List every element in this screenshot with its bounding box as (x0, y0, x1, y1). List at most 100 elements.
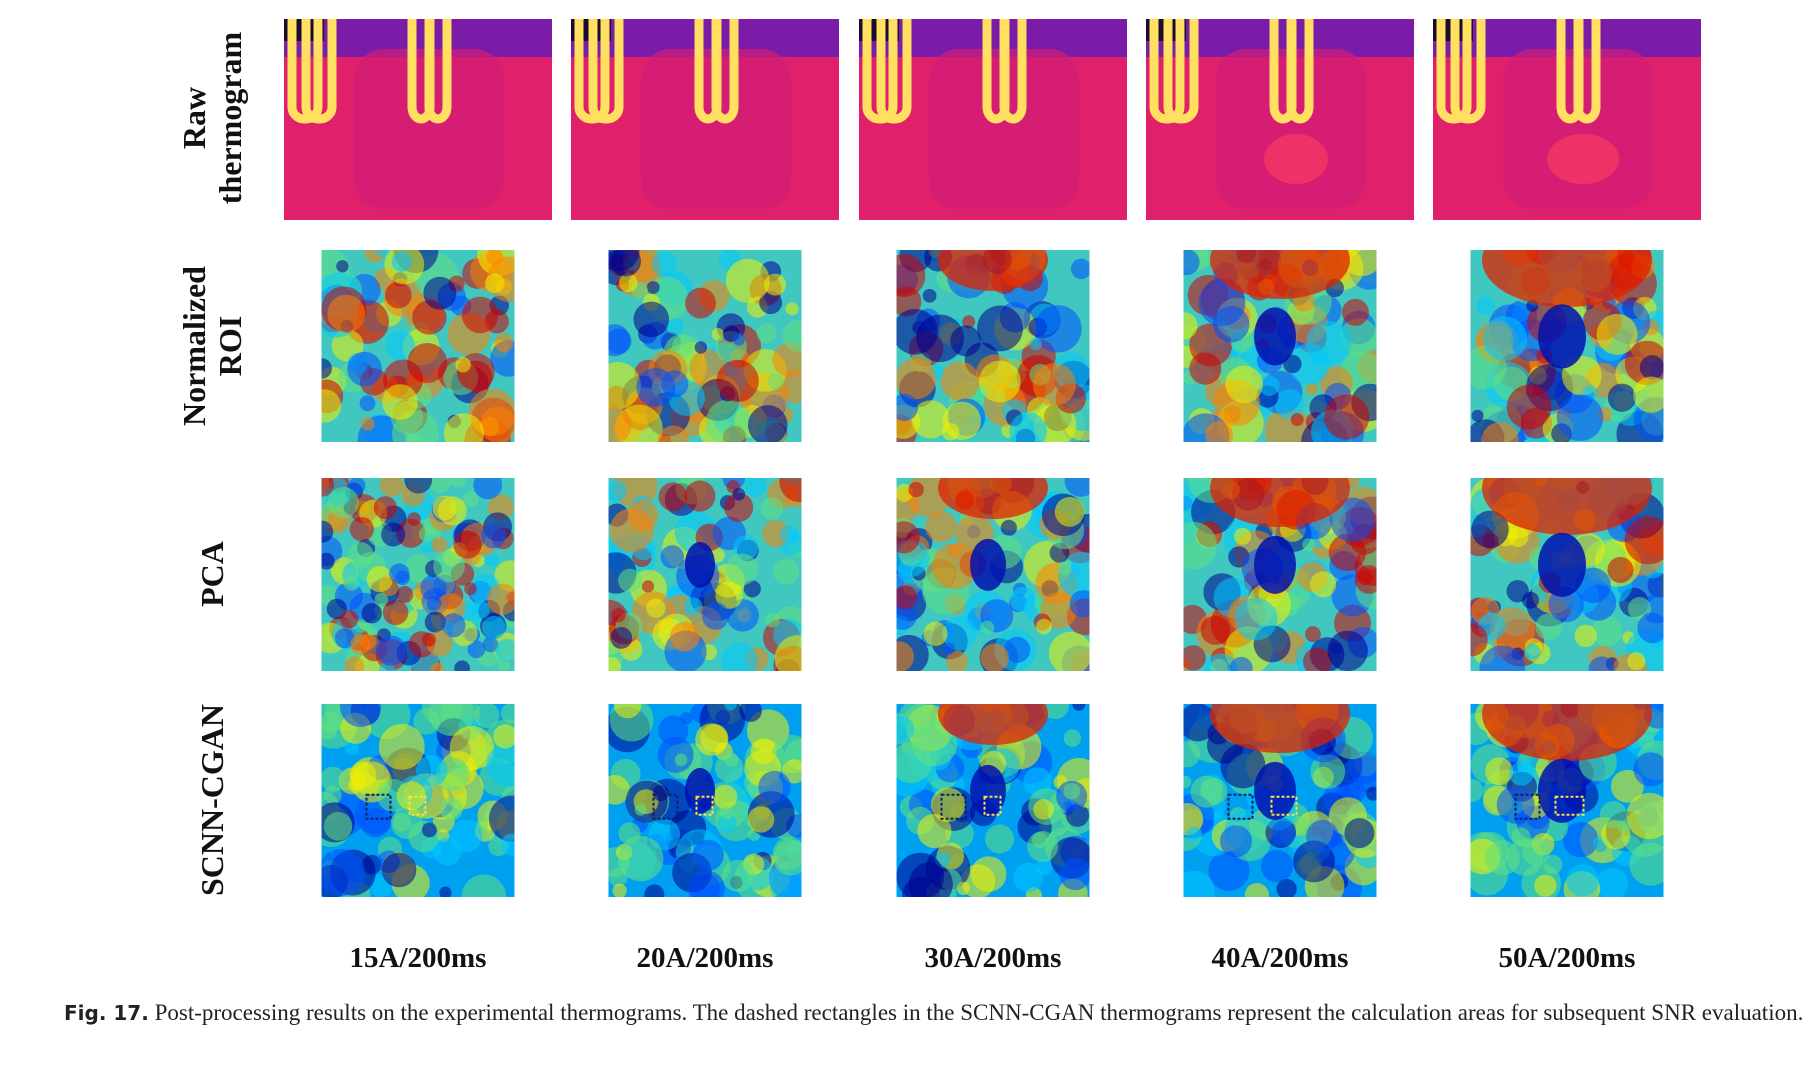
heat-blob (657, 425, 690, 442)
row-label: PCA (194, 541, 230, 607)
row-label-line: Raw (176, 87, 212, 149)
thermogram (608, 478, 802, 671)
heat-blob (1189, 352, 1222, 385)
heat-blob (714, 753, 744, 783)
heat-blob (911, 720, 958, 767)
heat-blob (764, 273, 787, 296)
heat-blob (633, 301, 670, 338)
heat-blob (674, 753, 688, 767)
defect (685, 541, 715, 588)
heat-blob (1290, 413, 1304, 427)
heat-blob (500, 833, 515, 856)
heat-blob (1479, 645, 1526, 671)
heat-blob (359, 395, 376, 412)
coil (574, 19, 610, 124)
heat-blob (1633, 376, 1664, 413)
heat-blob (1471, 510, 1509, 549)
caption-text: Post-processing results on the experimen… (154, 1000, 1804, 1025)
heat-blob (725, 258, 770, 303)
heat-blob (366, 565, 393, 593)
heat-blob (747, 405, 788, 442)
heat-blob (321, 552, 335, 570)
heat-blob (1225, 365, 1263, 404)
column-label: 15A/200ms (350, 942, 487, 974)
heat-blob (323, 811, 353, 841)
heat-blob (347, 351, 382, 387)
dashed-ref (1514, 793, 1541, 820)
heat-blob (641, 580, 655, 593)
heat-blob (932, 542, 979, 590)
heat-blob (494, 333, 514, 352)
heat-blob (717, 813, 737, 833)
heat-blob (1069, 590, 1090, 618)
heat-blob (1624, 516, 1664, 565)
heat-blob (1323, 394, 1370, 440)
heat-blob (1344, 818, 1375, 849)
hot-top (1482, 704, 1652, 761)
coil (287, 19, 323, 124)
heat-blob (1274, 389, 1305, 420)
dashed-ref (940, 793, 967, 820)
heat-blob (1633, 752, 1664, 787)
heat-blob (427, 478, 453, 493)
heat-blob (1064, 478, 1090, 497)
heat-blob (985, 824, 1015, 854)
coil (424, 19, 452, 124)
heat-blob (1509, 761, 1534, 786)
heat-blob (724, 704, 737, 711)
heat-blob (321, 722, 337, 740)
heat-blob (461, 296, 499, 334)
defect (1538, 304, 1586, 369)
coil (1450, 19, 1486, 124)
heat-blob (1303, 647, 1332, 671)
heat-blob (396, 585, 414, 604)
heat-blob (747, 806, 775, 833)
heat-blob (1234, 597, 1278, 641)
heat-blob (970, 856, 1007, 892)
heat-blob (765, 612, 780, 628)
heat-blob (321, 478, 335, 497)
heat-blob (611, 608, 626, 623)
heat-blob (756, 323, 777, 344)
heat-blob (1229, 656, 1253, 671)
heat-blob (1244, 882, 1270, 897)
heat-blob (407, 342, 448, 383)
heat-blob (1059, 858, 1090, 891)
heat-blob (1027, 831, 1059, 863)
row-label-line: PCA (194, 541, 230, 607)
coil (1286, 19, 1314, 124)
heat-blob (1506, 580, 1529, 603)
caption: Fig. 17. Post-processing results on the … (64, 996, 1804, 1030)
thermo-plate (1216, 49, 1366, 209)
heat-blob (715, 581, 743, 609)
heat-blob (1183, 250, 1200, 276)
heat-blob (344, 656, 365, 671)
heat-blob (1283, 354, 1302, 374)
heat-blob (1535, 613, 1563, 641)
heat-blob (1637, 612, 1664, 644)
heat-blob (340, 704, 382, 728)
heat-blob (609, 508, 654, 553)
heat-blob (1471, 409, 1484, 422)
heat-blob (1366, 786, 1377, 801)
row-label-line: ROI (212, 316, 248, 376)
heat-blob (327, 294, 366, 333)
heat-blob (979, 620, 995, 635)
heat-blob (437, 496, 467, 526)
heat-blob (646, 281, 660, 294)
coil (711, 19, 739, 124)
thermogram (1183, 478, 1377, 671)
heat-blob (1562, 822, 1599, 858)
heat-blob (1183, 312, 1198, 340)
heat-blob (1070, 258, 1090, 280)
heat-blob (896, 254, 926, 298)
thermogram (1470, 478, 1664, 671)
heat-blob (917, 813, 952, 848)
heat-blob (1054, 496, 1085, 527)
heat-blob (378, 723, 425, 770)
heat-blob (1341, 298, 1369, 326)
heat-blob (1183, 870, 1215, 897)
heat-blob (1639, 355, 1664, 380)
heat-blob (339, 609, 359, 629)
